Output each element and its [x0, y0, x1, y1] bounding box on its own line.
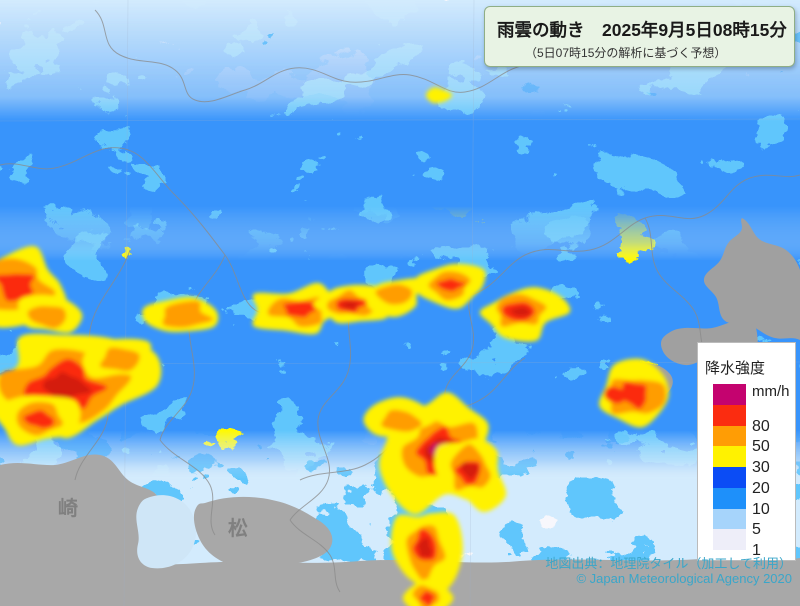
svg-text:松: 松: [228, 517, 248, 540]
svg-text:崎: 崎: [58, 496, 78, 520]
